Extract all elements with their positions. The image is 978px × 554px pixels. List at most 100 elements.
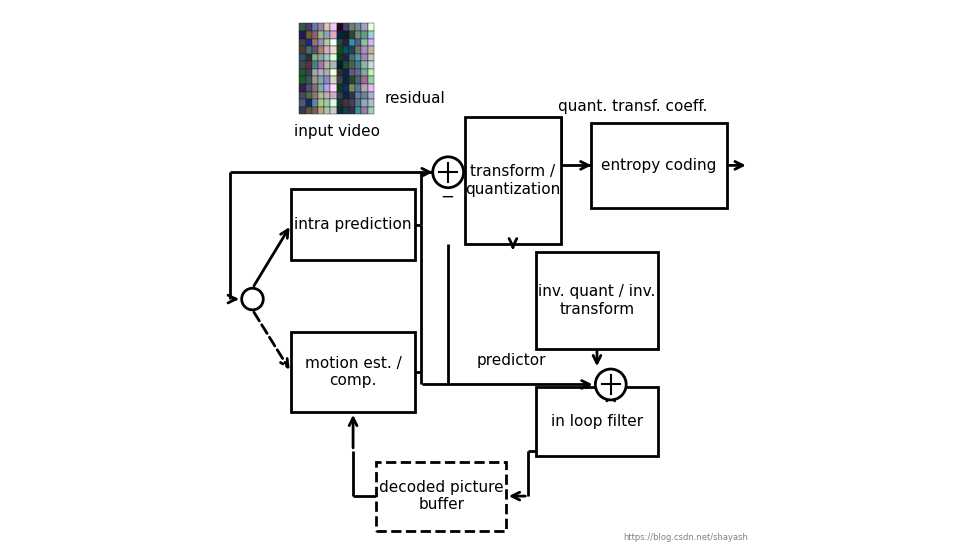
Bar: [305, 99, 311, 107]
Bar: [336, 69, 342, 76]
Bar: [318, 39, 324, 46]
Bar: [361, 69, 367, 76]
Bar: [305, 31, 311, 39]
Text: quant. transf. coeff.: quant. transf. coeff.: [557, 99, 707, 114]
Bar: [299, 76, 305, 84]
Bar: [330, 31, 336, 39]
Bar: [305, 84, 311, 91]
Bar: [336, 54, 342, 61]
Bar: [342, 107, 348, 114]
Bar: [367, 91, 374, 99]
Bar: [342, 31, 348, 39]
Bar: [348, 31, 355, 39]
Bar: [305, 46, 311, 54]
Bar: [290, 189, 415, 260]
Bar: [299, 23, 305, 31]
Bar: [367, 76, 374, 84]
Bar: [305, 23, 311, 31]
Bar: [318, 46, 324, 54]
Text: in loop filter: in loop filter: [551, 414, 643, 429]
Bar: [361, 91, 367, 99]
Bar: [324, 31, 330, 39]
Bar: [336, 31, 342, 39]
Bar: [305, 91, 311, 99]
Text: motion est. /
comp.: motion est. / comp.: [304, 356, 401, 388]
Bar: [330, 107, 336, 114]
Bar: [311, 23, 318, 31]
Text: input video: input video: [293, 124, 379, 139]
Bar: [336, 99, 342, 107]
Bar: [324, 107, 330, 114]
Bar: [342, 99, 348, 107]
Bar: [311, 61, 318, 69]
Bar: [342, 69, 348, 76]
Bar: [305, 107, 311, 114]
Bar: [318, 76, 324, 84]
Circle shape: [595, 369, 626, 400]
Text: residual: residual: [384, 91, 445, 106]
Bar: [318, 61, 324, 69]
Bar: [311, 39, 318, 46]
Bar: [336, 84, 342, 91]
Bar: [299, 91, 305, 99]
Bar: [305, 76, 311, 84]
Bar: [342, 54, 348, 61]
Bar: [299, 84, 305, 91]
Bar: [348, 46, 355, 54]
Bar: [355, 107, 361, 114]
Bar: [318, 69, 324, 76]
Bar: [348, 39, 355, 46]
Bar: [311, 31, 318, 39]
Bar: [342, 76, 348, 84]
Bar: [299, 69, 305, 76]
Bar: [367, 54, 374, 61]
Bar: [367, 39, 374, 46]
Bar: [330, 61, 336, 69]
Bar: [311, 84, 318, 91]
Bar: [318, 99, 324, 107]
Bar: [367, 107, 374, 114]
Bar: [361, 39, 367, 46]
Bar: [342, 46, 348, 54]
Bar: [342, 84, 348, 91]
Bar: [342, 61, 348, 69]
Bar: [290, 332, 415, 412]
Bar: [336, 76, 342, 84]
Bar: [311, 107, 318, 114]
Bar: [355, 76, 361, 84]
Bar: [355, 91, 361, 99]
Bar: [361, 61, 367, 69]
Bar: [367, 31, 374, 39]
Bar: [299, 107, 305, 114]
Bar: [342, 91, 348, 99]
Circle shape: [432, 157, 464, 188]
Text: decoded picture
buffer: decoded picture buffer: [378, 480, 503, 512]
Bar: [330, 46, 336, 54]
Bar: [330, 76, 336, 84]
Bar: [336, 91, 342, 99]
Bar: [305, 54, 311, 61]
Bar: [361, 31, 367, 39]
Bar: [591, 122, 726, 208]
Bar: [299, 31, 305, 39]
Bar: [318, 23, 324, 31]
Bar: [330, 23, 336, 31]
Bar: [361, 46, 367, 54]
Bar: [299, 61, 305, 69]
Text: intra prediction: intra prediction: [294, 217, 412, 232]
Bar: [355, 39, 361, 46]
Bar: [299, 46, 305, 54]
Bar: [355, 84, 361, 91]
Bar: [342, 39, 348, 46]
Bar: [318, 31, 324, 39]
Bar: [361, 23, 367, 31]
Bar: [336, 61, 342, 69]
Bar: [324, 54, 330, 61]
Text: −: −: [440, 188, 454, 206]
Bar: [318, 91, 324, 99]
Bar: [348, 84, 355, 91]
Bar: [348, 54, 355, 61]
Bar: [311, 54, 318, 61]
Bar: [348, 107, 355, 114]
Bar: [361, 107, 367, 114]
